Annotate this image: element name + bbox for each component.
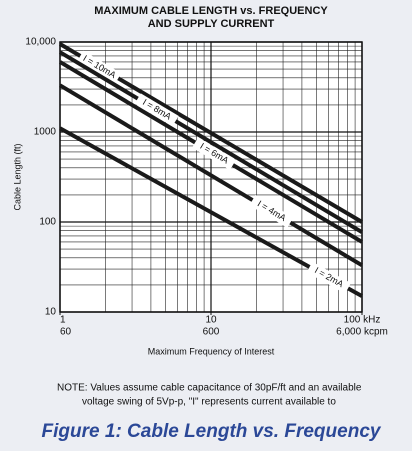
- x-tick-label: 10: [205, 315, 217, 326]
- plot-border: [59, 41, 363, 313]
- data-line: [58, 83, 364, 268]
- series-label-bg: [306, 261, 351, 294]
- x-tick-label: 100 kHz: [344, 315, 381, 326]
- series-label-bg: [192, 137, 236, 171]
- chart-title: AND SUPPLY CURRENT: [148, 18, 275, 30]
- series-label-bg: [77, 50, 122, 84]
- y-axis-label: Cable Length (ft): [12, 143, 22, 210]
- y-tick-label: 10: [45, 307, 57, 318]
- x-axis-label: Maximum Frequency of Interest: [148, 346, 275, 356]
- note: NOTE: Values assume cable capacitance of…: [57, 383, 362, 394]
- chart-title: MAXIMUM CABLE LENGTH vs. FREQUENCY: [94, 5, 328, 17]
- x2-tick-label: 600: [203, 327, 220, 338]
- data-line: [58, 50, 364, 234]
- series-label-bg: [249, 194, 294, 228]
- y-tick-label: 100: [39, 217, 56, 228]
- y-tick-label: 1000: [34, 127, 57, 138]
- caption: Figure 1: Cable Length vs. Frequency: [42, 421, 382, 442]
- series-label-bg: [134, 93, 179, 127]
- x2-tick-label: 60: [60, 327, 72, 338]
- x-tick-label: 1: [60, 315, 66, 326]
- note: voltage swing of 5Vp-p, "I" represents c…: [82, 397, 336, 408]
- y-tick-label: 10,000: [25, 37, 56, 48]
- x2-tick-label: 6,000 kcpm: [336, 327, 388, 338]
